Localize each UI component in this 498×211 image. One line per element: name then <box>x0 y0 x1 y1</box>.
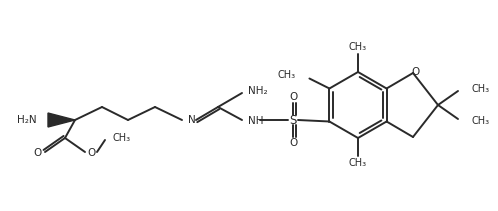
Text: O: O <box>290 92 298 102</box>
Text: O: O <box>290 138 298 148</box>
Text: NH: NH <box>248 116 263 126</box>
Text: O: O <box>412 67 420 77</box>
Text: NH₂: NH₂ <box>248 86 267 96</box>
Text: H₂N: H₂N <box>17 115 37 125</box>
Text: CH₃: CH₃ <box>349 42 367 52</box>
Text: CH₃: CH₃ <box>472 84 490 94</box>
Text: CH₃: CH₃ <box>349 158 367 168</box>
Polygon shape <box>48 113 75 127</box>
Text: CH₃: CH₃ <box>277 69 295 80</box>
Text: S: S <box>289 114 297 127</box>
Text: O: O <box>33 148 41 158</box>
Text: O: O <box>87 148 95 158</box>
Text: N: N <box>188 115 196 125</box>
Text: CH₃: CH₃ <box>472 116 490 126</box>
Text: CH₃: CH₃ <box>112 133 130 143</box>
